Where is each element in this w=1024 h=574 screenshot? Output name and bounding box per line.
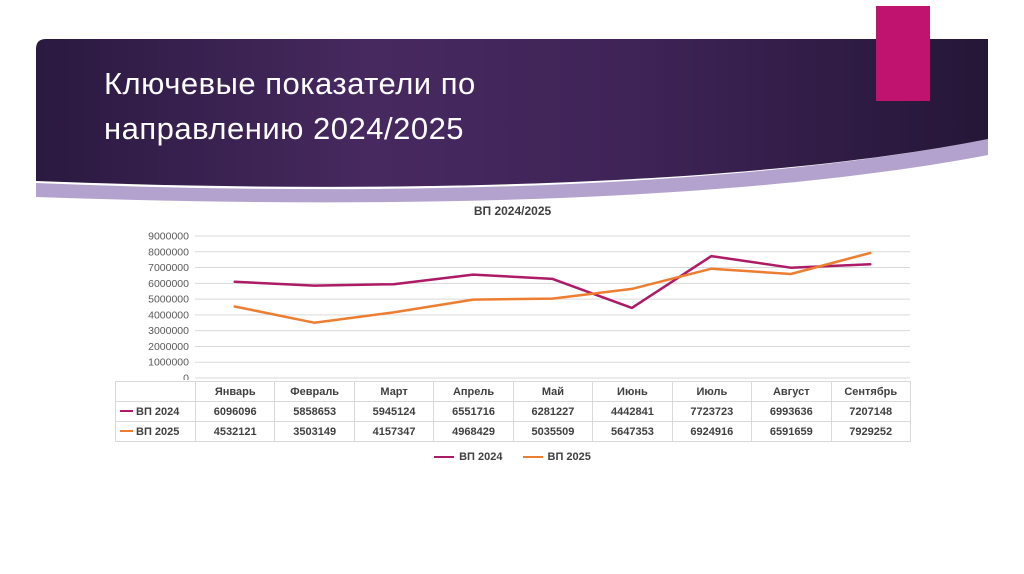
value-cell: 3503149: [274, 421, 355, 442]
y-axis-label: 7000000: [148, 262, 189, 274]
value-cell: 7207148: [830, 401, 911, 422]
value-cell: 6591659: [751, 421, 832, 442]
y-axis-label: 2000000: [148, 341, 189, 353]
slide-title: Ключевые показатели по направлению 2024/…: [104, 66, 476, 146]
table-corner-cell: [115, 381, 196, 402]
y-axis-label: 9000000: [148, 231, 189, 243]
value-cell: 7723723: [671, 401, 753, 422]
y-axis-label: 3000000: [148, 325, 189, 337]
y-axis-label: 8000000: [148, 246, 189, 258]
legend-label: ВП 2025: [547, 451, 591, 463]
month-header: Март: [353, 381, 435, 402]
month-header: Апрель: [433, 381, 514, 402]
legend-item: ВП 2025: [522, 451, 591, 463]
month-header: Февраль: [274, 381, 355, 402]
month-header: Январь: [194, 381, 276, 402]
y-axis-label: 6000000: [148, 278, 189, 290]
chart: ВП 2024/2025 0 1000000 2000000 3000000 40000…: [115, 202, 911, 463]
value-cell: 4968429: [433, 421, 514, 442]
month-header: Сентябрь: [830, 381, 911, 402]
series-swatch-icon: [120, 429, 133, 432]
banner-accent-curve: [36, 139, 988, 203]
y-axis-label: 1000000: [148, 357, 189, 369]
legend-swatch-icon: [434, 456, 455, 458]
value-cell: 5647353: [592, 421, 673, 442]
title-banner: [36, 39, 988, 203]
month-header: Июнь: [592, 381, 673, 402]
series-label: ВП 2024: [115, 401, 196, 422]
series-line-вп-2024: [233, 254, 872, 310]
chart-legend: ВП 2024 ВП 2025: [115, 451, 910, 463]
legend-swatch-icon: [522, 456, 543, 458]
chart-title: ВП 2024/2025: [473, 204, 552, 218]
value-cell: 4157347: [353, 421, 435, 442]
value-cell: 5858653: [274, 401, 355, 422]
month-header: Май: [512, 381, 594, 402]
y-axis-label: 4000000: [148, 309, 189, 321]
month-header: Июль: [671, 381, 753, 402]
line-plot: 0 1000000 2000000 3000000 4000000 5000000 6000…: [148, 231, 910, 381]
chart-data-table: Январь Февраль Март Апрель Май Июнь Июль Август…: [115, 381, 911, 442]
value-cell: 4532121: [194, 421, 276, 442]
value-cell: 6924916: [671, 421, 753, 442]
value-cell: 4442841: [592, 401, 673, 422]
value-cell: 5035509: [512, 421, 594, 442]
series-label: ВП 2025: [115, 421, 196, 442]
series-swatch-icon: [120, 409, 133, 412]
legend-item: ВП 2024: [434, 451, 503, 463]
y-axis-label: 5000000: [148, 294, 189, 306]
month-header: Август: [751, 381, 832, 402]
series-line-вп-2025: [233, 251, 872, 324]
value-cell: 6096096: [194, 401, 276, 422]
y-axis-label: 0: [183, 373, 189, 381]
banner-shape: [36, 39, 988, 187]
accent-rectangle: [876, 6, 930, 101]
value-cell: 6551716: [433, 401, 514, 422]
value-cell: 6281227: [512, 401, 594, 422]
value-cell: 7929252: [830, 421, 911, 442]
value-cell: 5945124: [353, 401, 435, 422]
table-row: ВП 2024 6096096 5858653 5945124 6551716 62812…: [115, 401, 911, 422]
table-row: ВП 2025 4532121 3503149 4157347 4968429 50355…: [115, 421, 911, 442]
legend-label: ВП 2024: [459, 451, 503, 463]
value-cell: 6993636: [751, 401, 832, 422]
